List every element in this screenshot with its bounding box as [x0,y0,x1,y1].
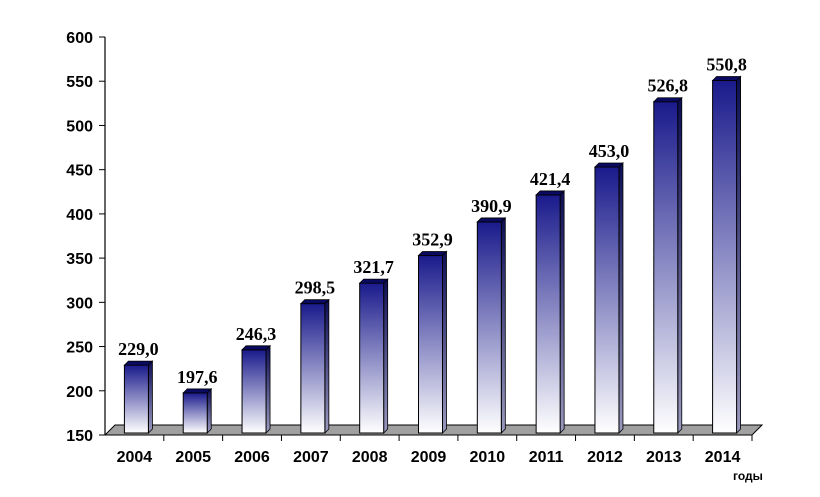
data-label: 526,8 [648,76,689,96]
bar [358,278,389,434]
bar [241,344,272,434]
data-label: 246,3 [236,324,277,344]
bar-front [123,364,149,434]
data-labels: 229,0 197,6 246,3 298,5 321,7 352,9 390,9 421,4… [118,55,747,387]
x-axis-label: годы [733,469,763,483]
bar [652,96,683,434]
x-tick-label: 2014 [705,449,741,466]
data-label: 352,9 [412,230,453,250]
bar [299,298,330,434]
bar-side [324,298,330,434]
bar-side [442,250,447,434]
bar-side [265,344,271,434]
bar-side [148,360,153,434]
bar-front [712,80,738,434]
y-axis: 150 200 250 300 350 400 450 500 550 600 [66,30,752,445]
bar-side [500,216,506,434]
bar-top [299,299,330,305]
y-tick-label: 150 [66,428,93,445]
data-label: 229,0 [118,339,159,359]
data-label: 453,0 [589,141,630,161]
bar-side [206,387,212,434]
y-tick-label: 250 [66,340,93,357]
x-tick-label: 2008 [352,449,388,466]
y-tick-label: 400 [66,207,93,224]
x-tick-label: 2004 [117,449,153,466]
bar-top [652,97,683,103]
bar-front [476,221,502,434]
data-label: 421,4 [530,169,571,189]
bar-front [418,255,443,434]
bar-top [358,278,389,284]
y-tick-label: 500 [66,118,93,135]
data-label: 197,6 [177,367,218,387]
bar-top [476,217,507,223]
bar-top [417,251,448,256]
bar-top [711,76,742,81]
data-label: 550,8 [706,55,747,75]
bar [593,162,624,434]
y-tick-label: 550 [66,74,93,91]
bar-front [594,166,620,434]
x-tick-label: 2006 [234,449,270,466]
bar-side [736,75,741,434]
y-tick-label: 600 [66,30,93,47]
bar [182,387,213,434]
y-tick-label: 300 [66,295,93,312]
data-label: 321,7 [353,257,394,277]
x-tick-label: 2009 [411,449,447,466]
bar [476,216,507,434]
x-tick-label: 2005 [175,449,211,466]
bar-series [123,75,742,434]
bar [711,75,742,434]
bar-side [559,189,565,434]
bar-front [359,282,385,434]
bar-top [535,190,566,196]
bar-front [653,101,679,434]
bar-top [593,162,624,168]
y-tick-label: 200 [66,384,93,401]
bar [123,360,154,434]
x-tick-label: 2012 [587,449,623,466]
bar-front [535,194,561,434]
bar-front [182,392,208,434]
bar-top [182,388,213,394]
bar-front [241,349,267,434]
bar [417,250,448,434]
bar-front [300,303,326,434]
bar-top [123,360,154,366]
bar-side [677,96,683,434]
y-tick-label: 450 [66,163,93,180]
x-tick-label: 2010 [470,449,506,466]
x-tick-label: 2013 [646,449,682,466]
bar-top [241,345,272,351]
data-label: 298,5 [295,278,336,298]
data-label: 390,9 [471,196,512,216]
x-tick-label: 2007 [293,449,329,466]
x-tick-label: 2011 [529,449,564,466]
y-tick-label: 350 [66,251,93,268]
x-axis: 2004 2005 2006 2007 2008 2009 2010 2011 2012 2013… [117,435,753,466]
bar-side [618,162,624,434]
bar [535,189,566,434]
bar-side [383,278,389,434]
